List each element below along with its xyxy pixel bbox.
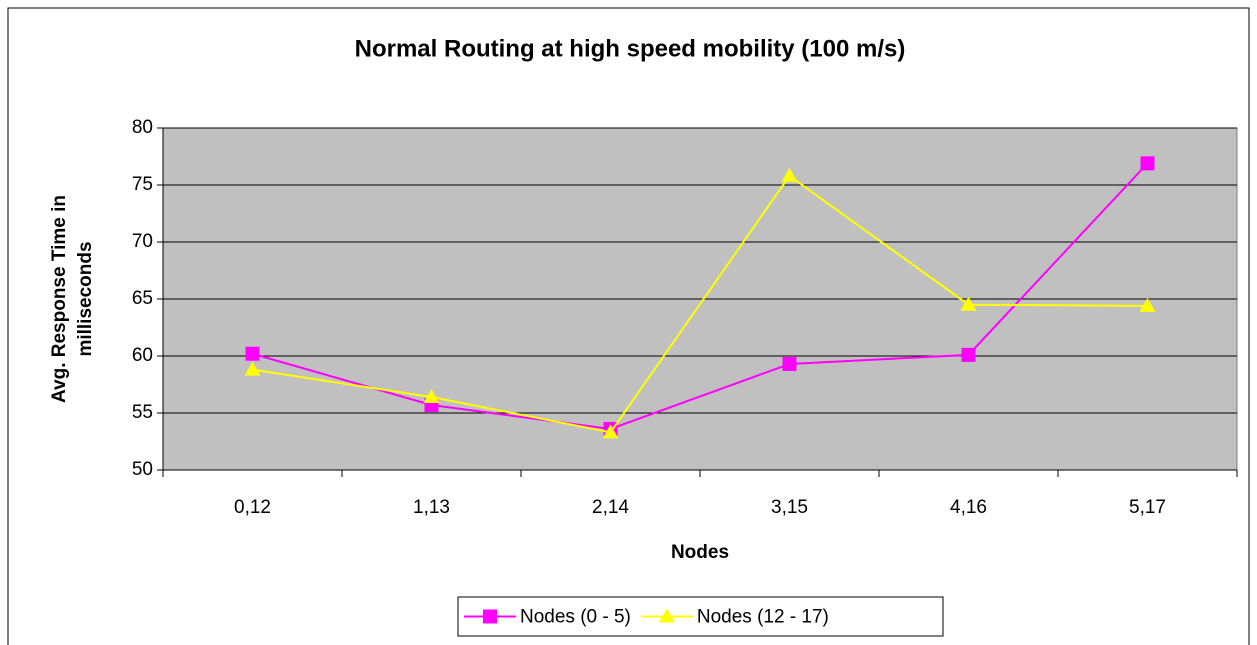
y-tick-label: 65 [132,288,153,309]
marker [483,609,497,624]
marker [423,389,440,404]
y-tick-label: 60 [132,345,153,366]
y-tick-label: 75 [132,174,153,195]
legend-box [457,596,944,637]
marker [658,608,675,623]
x-tick-label: 1,13 [413,497,450,518]
x-tick-label: 3,15 [771,497,808,518]
marker [602,424,619,439]
x-tick-label: 5,17 [1129,497,1166,518]
series-line [252,162,1149,430]
marker [244,361,261,376]
y-axis-label: Avg. Response Time in [49,195,70,403]
y-axis-label: milliseconds [75,241,96,356]
marker [245,346,260,361]
series-line [252,174,1148,434]
y-tick-label: 70 [132,231,153,252]
legend-label: Nodes (0 - 5) [520,607,631,628]
chart-title: Normal Routing at high speed mobility (1… [355,35,906,62]
y-tick-label: 55 [132,402,153,423]
x-tick-label: 2,14 [592,497,629,518]
x-tick-label: 4,16 [950,497,987,518]
marker [961,347,976,362]
chart-frame [7,7,1250,645]
x-tick-label: 0,12 [234,497,271,518]
legend-label: Nodes (12 - 17) [697,607,829,628]
marker [1140,156,1155,171]
y-tick-label: 50 [132,459,153,480]
marker [960,296,977,311]
marker [1139,297,1156,312]
marker [781,167,798,182]
x-axis-label: Nodes [671,542,729,563]
y-tick-label: 80 [132,117,153,138]
marker [782,356,797,371]
